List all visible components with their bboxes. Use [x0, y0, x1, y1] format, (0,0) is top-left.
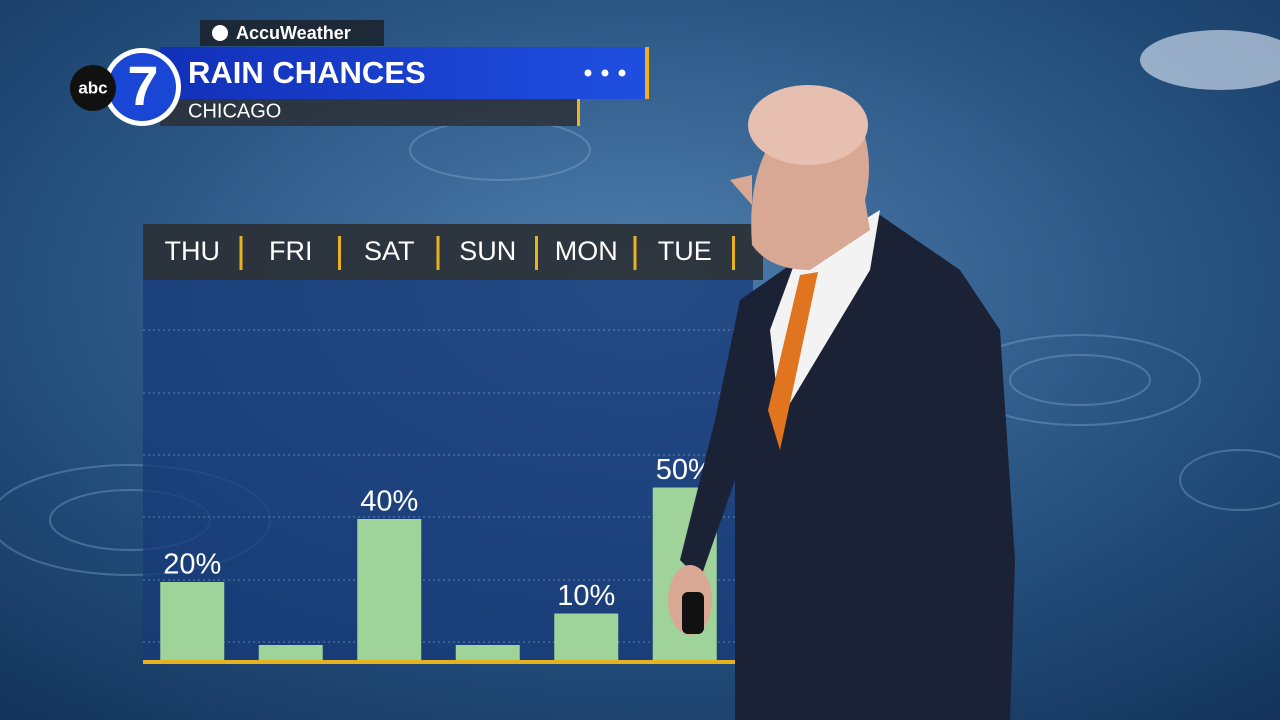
title-bar: [160, 47, 648, 99]
logo-seven: [108, 53, 176, 121]
bar: [554, 613, 619, 662]
location: CHICAGO: [188, 100, 281, 122]
guides: [143, 329, 753, 643]
day-divider: [732, 236, 735, 270]
day-divider: [535, 236, 538, 270]
network: abc: [78, 78, 107, 97]
day-divider: [633, 236, 637, 270]
bar: [160, 582, 225, 662]
value-label: 40%: [360, 486, 418, 518]
day-label: SUN: [459, 236, 516, 266]
channel: 7: [127, 54, 158, 117]
baseline: [143, 660, 738, 664]
menu-dots: [584, 69, 626, 77]
day-label: FRI: [269, 236, 313, 266]
day-label: SAT: [364, 236, 415, 266]
day-label: TUE: [658, 236, 712, 266]
location-bar: [160, 99, 580, 126]
brand-tag: [200, 20, 384, 46]
day-header: [143, 224, 763, 280]
accent: [645, 47, 649, 99]
accent: [577, 99, 580, 126]
day-label: THU: [165, 236, 221, 266]
glare: [1140, 30, 1280, 90]
day-divider: [436, 236, 440, 270]
brand: AccuWeather: [236, 23, 351, 43]
day-divider: [338, 236, 341, 270]
bar: [357, 519, 422, 662]
day-divider: [239, 236, 243, 270]
title: RAIN CHANCES: [188, 55, 426, 90]
abc-logo: [70, 65, 116, 111]
presenter: [668, 85, 1015, 720]
sun-icon: [212, 25, 228, 41]
plot-area: [143, 280, 753, 662]
value-label: 20%: [163, 549, 221, 581]
value-label: 10%: [557, 580, 615, 612]
bar: [258, 645, 323, 662]
bar: [455, 645, 520, 662]
day-label: MON: [555, 236, 618, 266]
